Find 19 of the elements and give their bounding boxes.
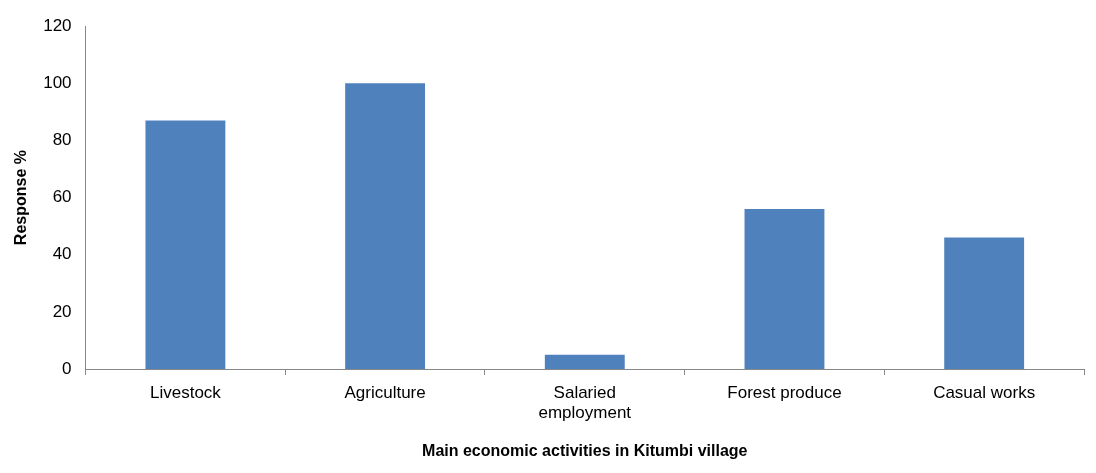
bar [145,120,226,369]
y-tick-label: 20 [52,301,72,321]
bar [544,354,625,369]
bar [345,83,426,369]
x-tick-label: Casual works [933,382,1036,402]
x-tick-label: Forest produce [727,382,842,402]
x-tick-label: Salaried employment [538,382,632,423]
bar [744,209,825,369]
y-tick-label: 120 [43,15,72,35]
y-axis-title: Response % [12,150,30,246]
x-tick-label: Livestock [149,382,222,402]
y-tick-label: 40 [52,244,72,264]
y-tick-label: 80 [52,130,72,150]
x-axis-title: Main economic activities in Kitumbi village [422,441,748,459]
bar [944,237,1025,369]
y-tick-label: 0 [62,358,72,378]
y-tick-label: 100 [43,73,72,93]
x-tick-label: Agriculture [344,382,426,402]
y-tick-label: 60 [52,187,72,207]
